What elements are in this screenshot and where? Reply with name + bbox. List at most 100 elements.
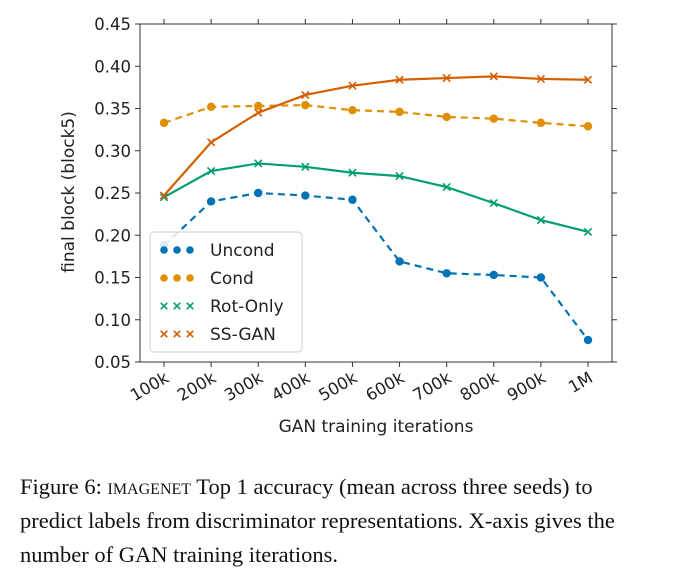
data-point: [348, 105, 357, 115]
chart: 0.05 0.10 0.15 0.20 0.25 0.30 0.35 0.40 0.45 100k…: [59, 15, 617, 437]
marker-stroke: [301, 162, 310, 171]
y-tick-label: 0.40: [94, 57, 131, 76]
marker-stroke: [489, 198, 498, 208]
caption-prefix: Figure 6:: [20, 474, 108, 499]
y-tick-label: 0.10: [94, 311, 131, 330]
legend-label: Rot-Only: [210, 297, 284, 317]
y-tick-label: 0.35: [94, 100, 131, 119]
data-point: [254, 108, 263, 117]
x-axis-title: GAN training iterations: [279, 417, 474, 437]
data-point: [159, 118, 169, 128]
legend: Uncond Cond Rot-Only SS-GAN: [149, 231, 303, 353]
data-point: [348, 168, 357, 177]
data-point: [160, 302, 168, 310]
y-tick-label: 0.25: [94, 184, 131, 203]
y-tick-label: 0.45: [94, 15, 131, 34]
data-point: [489, 270, 498, 280]
data-point: [254, 159, 263, 168]
marker-stroke: [173, 330, 181, 338]
data-point: [348, 195, 357, 204]
legend-item: SS-GAN: [160, 325, 276, 345]
data-point: [159, 193, 169, 202]
data-point: [583, 75, 593, 84]
marker-stroke: [160, 302, 168, 310]
marker-stroke: [583, 227, 593, 237]
data-point: [173, 330, 181, 338]
data-point: [254, 188, 263, 198]
marker-stroke: [442, 73, 451, 83]
data-point: [442, 112, 451, 122]
marker-stroke: [254, 108, 263, 117]
data-point: [442, 73, 451, 83]
marker-stroke: [186, 302, 194, 310]
y-tick-label: 0.30: [94, 142, 131, 161]
data-point: [395, 257, 404, 266]
data-point: [583, 227, 593, 237]
marker-stroke: [160, 330, 168, 338]
series-line: [163, 191, 589, 341]
data-point: [160, 330, 168, 338]
marker-stroke: [348, 81, 357, 90]
data-point: [254, 101, 263, 111]
series-cond: [159, 100, 593, 131]
legend-item: Rot-Only: [160, 297, 284, 317]
legend-box: [149, 231, 303, 353]
series-line: [163, 104, 589, 128]
data-point: [395, 171, 404, 181]
series-ss-gan: [159, 72, 593, 200]
data-point: [536, 273, 546, 282]
legend-label: Cond: [210, 269, 254, 289]
y-tick-label: 0.20: [94, 226, 131, 245]
marker-stroke: [159, 191, 169, 200]
data-point: [206, 138, 216, 147]
series-line: [163, 162, 589, 233]
data-point: [348, 81, 357, 90]
y-tick-label: 0.15: [94, 269, 131, 288]
legend-item: Uncond: [160, 241, 275, 261]
legend-label: SS-GAN: [210, 325, 276, 345]
y-tick-label: 0.05: [94, 353, 131, 372]
series-uncond: [159, 188, 593, 345]
x-tick-label: 200k: [174, 368, 219, 405]
marker-stroke: [254, 159, 263, 168]
x-tick-label: 100k: [127, 368, 172, 405]
data-point: [186, 330, 194, 338]
data-point: [395, 75, 404, 84]
data-point: [301, 191, 310, 200]
legend-item: Cond: [160, 269, 254, 289]
data-point: [536, 118, 546, 128]
data-point: [489, 114, 498, 123]
marker-stroke: [159, 193, 169, 202]
x-tick-label: 800k: [457, 368, 502, 405]
x-tick-label: 500k: [315, 368, 360, 405]
series-line: [163, 75, 589, 197]
data-point: [583, 122, 593, 131]
series-layer: [159, 72, 593, 345]
data-point: [206, 166, 216, 176]
x-tick-label: 900k: [504, 368, 549, 405]
data-point: [160, 246, 168, 254]
data-point: [489, 198, 498, 208]
marker-stroke: [489, 72, 498, 81]
data-point: [442, 269, 451, 278]
data-point: [583, 335, 593, 345]
caption-text: Top 1 accuracy (mean across three seeds)…: [20, 474, 615, 567]
figure-caption: Figure 6: imagenet Top 1 accuracy (mean …: [20, 470, 660, 572]
data-point: [489, 72, 498, 81]
x-tick-label: 1M: [565, 368, 596, 397]
data-point: [301, 162, 310, 171]
data-point: [159, 191, 169, 200]
series-rot-only: [159, 159, 593, 237]
marker-stroke: [536, 74, 546, 84]
marker-stroke: [395, 75, 404, 84]
data-point: [442, 182, 451, 192]
data-point: [186, 302, 194, 310]
data-point: [301, 100, 310, 110]
data-point: [160, 274, 168, 282]
legend-label: Uncond: [210, 241, 275, 261]
x-tick-label: 300k: [221, 368, 266, 405]
data-point: [536, 215, 546, 225]
x-tick-label: 600k: [362, 368, 407, 405]
data-point: [173, 274, 181, 282]
marker-stroke: [348, 168, 357, 177]
